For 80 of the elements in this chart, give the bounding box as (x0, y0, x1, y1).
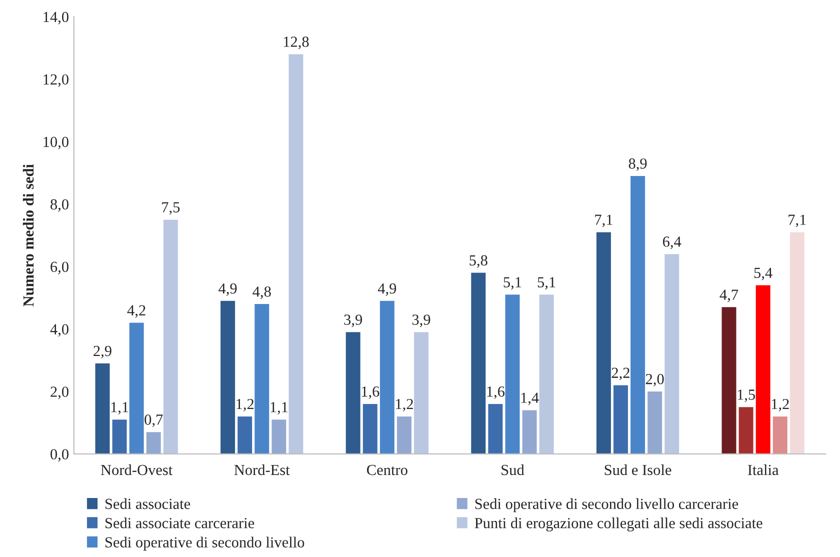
bar (630, 176, 646, 454)
y-axis-title: Numero medio di sedi (22, 164, 34, 306)
bar (596, 232, 611, 454)
x-tick-label: Nord-Ovest (100, 464, 173, 476)
bar (220, 300, 236, 454)
data-label: 5,4 (754, 268, 772, 280)
data-label: 3,9 (412, 314, 430, 328)
y-tick-label: 8,0 (50, 199, 68, 212)
y-tick-label: 10,0 (44, 136, 68, 150)
legend-label: Sedi operative di secondo livello carcerarie (475, 498, 738, 512)
y-tick-label: 14,0 (44, 12, 68, 24)
legend-label: Sedi operative di secondo livello (105, 536, 304, 551)
data-label: 4,2 (127, 305, 146, 318)
data-label: 1,6 (487, 386, 505, 399)
data-label: 7,5 (162, 202, 180, 215)
bar (396, 416, 412, 454)
bar (146, 432, 161, 454)
bar (738, 407, 754, 454)
y-tick-label: 2,0 (50, 386, 68, 400)
y-tick-label: 6,0 (50, 262, 68, 274)
data-label: 1,2 (772, 398, 789, 412)
data-label: 1,2 (236, 398, 254, 412)
y-tick-label: 4,0 (50, 324, 68, 337)
data-label: 1,4 (521, 392, 539, 406)
data-label: 2,2 (612, 368, 630, 380)
bar (505, 294, 520, 454)
bar (488, 404, 503, 454)
legend-label: Sedi associate (105, 498, 190, 510)
data-label: 0,7 (144, 414, 163, 428)
bar (238, 416, 252, 454)
y-tick-label: 0,0 (50, 449, 68, 462)
x-tick-label: Sud (502, 464, 524, 476)
bar (112, 420, 127, 454)
legend-label: Punti di erogazione collegati alle sedi associate (474, 518, 762, 532)
data-label: 1,1 (270, 402, 288, 415)
bar (790, 232, 804, 454)
bar (362, 404, 378, 454)
data-label: 7,1 (595, 214, 612, 228)
bar (163, 220, 178, 454)
bar (522, 410, 537, 454)
data-label: 8,9 (628, 158, 647, 171)
bar (346, 332, 360, 454)
bar (613, 385, 628, 454)
bar (539, 294, 554, 454)
data-label: 5,1 (504, 277, 522, 290)
bar (254, 304, 270, 454)
bar (414, 332, 428, 454)
bar (664, 254, 680, 454)
data-label: 4,7 (720, 290, 738, 302)
x-tick-label: Sud e Isole (604, 464, 672, 476)
bar (756, 285, 770, 454)
data-label: 2,0 (646, 374, 664, 386)
bar (95, 363, 110, 454)
bar (288, 54, 304, 454)
legend-label: Sedi associate carcerarie (105, 518, 254, 528)
x-tick-label: Nord-Est (234, 464, 290, 476)
data-label: 4,8 (252, 286, 271, 299)
bar (272, 420, 286, 454)
bar (648, 391, 662, 454)
bar (772, 416, 788, 454)
x-tick-label: Centro (367, 464, 408, 476)
data-label: 1,5 (738, 390, 755, 402)
y-tick-label: 12,0 (44, 74, 68, 87)
data-label: 1,2 (396, 398, 413, 412)
data-label: 7,1 (788, 214, 806, 228)
data-label: 5,1 (538, 277, 556, 290)
bar (471, 272, 486, 454)
data-label: 4,9 (218, 283, 237, 296)
data-label: 1,1 (111, 402, 128, 415)
x-tick-label: Italia (748, 464, 779, 476)
data-label: 12,8 (284, 36, 309, 50)
data-label: 4,9 (378, 283, 396, 296)
bar (380, 300, 394, 454)
data-label: 5,8 (470, 255, 488, 268)
bar (129, 322, 144, 454)
data-label: 6,4 (662, 236, 682, 249)
data-label: 1,6 (362, 386, 380, 399)
data-label: 2,9 (94, 346, 112, 358)
data-label: 3,9 (344, 314, 362, 328)
bar (722, 307, 736, 454)
